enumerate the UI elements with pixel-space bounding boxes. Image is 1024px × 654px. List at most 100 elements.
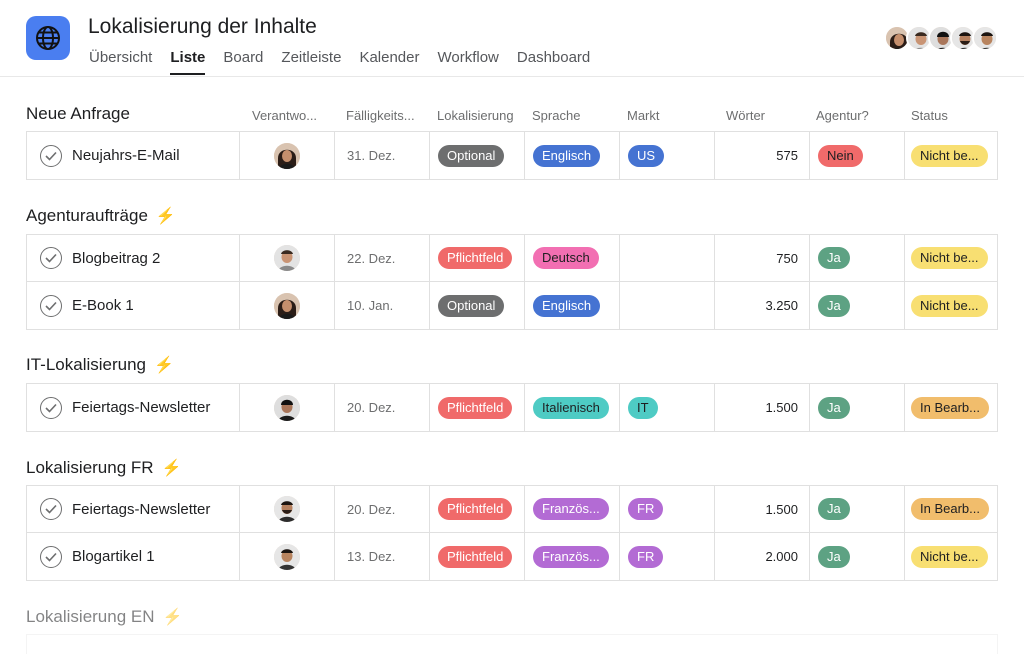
column-header-localization[interactable]: Lokalisierung	[437, 108, 514, 123]
section-title[interactable]: Lokalisierung FR ⚡	[26, 458, 181, 478]
word-count[interactable]: 2.000	[715, 533, 810, 580]
status-badge[interactable]: Nicht be...	[911, 294, 988, 317]
localization-tag[interactable]: Pflichtfeld	[438, 498, 513, 520]
language-tag[interactable]: Englisch	[533, 144, 601, 167]
task-name[interactable]: E-Book 1	[72, 297, 134, 314]
table-row[interactable]: Neujahrs-E-Mail 31. Dez. Optional Englis…	[27, 132, 997, 179]
agency-tag[interactable]: Ja	[818, 247, 850, 269]
word-count[interactable]: 1.500	[715, 384, 810, 431]
column-header-market[interactable]: Markt	[627, 108, 660, 123]
task-name[interactable]: Neujahrs-E-Mail	[72, 147, 180, 164]
member-avatar[interactable]	[928, 25, 954, 51]
table-row[interactable]: E-Book 1 10. Jan. Optional Englisch 3.25…	[27, 282, 997, 329]
tab-liste[interactable]: Liste	[170, 49, 206, 77]
agency-tag[interactable]: Ja	[818, 294, 850, 317]
word-count[interactable]: 3.250	[715, 282, 810, 329]
task-name[interactable]: Blogartikel 1	[72, 548, 155, 565]
word-count[interactable]: 750	[715, 235, 810, 281]
assignee-avatar[interactable]	[274, 394, 300, 421]
assignee-avatar[interactable]	[274, 543, 300, 570]
agency-tag[interactable]: Nein	[818, 144, 863, 167]
language-tag[interactable]: Italienisch	[533, 396, 609, 419]
complete-checkbox-icon[interactable]	[40, 247, 62, 269]
member-avatar[interactable]	[972, 25, 998, 51]
assignee-avatar[interactable]	[274, 142, 300, 169]
task-name[interactable]: Blogbeitrag 2	[72, 249, 161, 267]
view-tabs: Übersicht Liste Board Zeitleiste Kalende…	[89, 49, 608, 77]
complete-checkbox-icon[interactable]	[40, 396, 62, 419]
column-header-assignee[interactable]: Verantwo...	[252, 108, 318, 123]
section-title[interactable]: Neue Anfrage	[26, 104, 130, 124]
member-avatar[interactable]	[950, 25, 976, 51]
lightning-bolt-icon: ⚡	[162, 609, 183, 626]
due-date[interactable]: 31. Dez.	[335, 132, 430, 179]
status-badge[interactable]: Nicht be...	[911, 247, 988, 269]
agency-tag[interactable]: Ja	[818, 498, 850, 520]
complete-checkbox-icon[interactable]	[40, 498, 62, 520]
column-header-language[interactable]: Sprache	[532, 108, 581, 123]
market-tag[interactable]: FR	[628, 545, 664, 568]
complete-checkbox-icon[interactable]	[40, 545, 62, 568]
word-count[interactable]: 1.500	[715, 486, 810, 532]
status-badge[interactable]: Nicht be...	[911, 545, 988, 568]
project-members[interactable]	[884, 25, 998, 51]
tab-zeitleiste[interactable]: Zeitleiste	[281, 49, 342, 66]
status-badge[interactable]: In Bearb...	[911, 498, 989, 520]
language-tag[interactable]: Englisch	[533, 294, 601, 317]
tab-board[interactable]: Board	[223, 49, 264, 66]
table-row[interactable]: Feiertags-Newsletter 20. Dez. Pflichtfel…	[27, 384, 997, 431]
language-tag[interactable]: Deutsch	[533, 247, 599, 269]
agency-tag[interactable]: Ja	[818, 545, 850, 568]
column-header-agency[interactable]: Agentur?	[816, 108, 869, 123]
due-date[interactable]: 20. Dez.	[335, 384, 430, 431]
section-name: Neue Anfrage	[26, 104, 130, 123]
tab-dashboard[interactable]: Dashboard	[516, 49, 591, 66]
tab-kalender[interactable]: Kalender	[359, 49, 420, 66]
assignee-avatar[interactable]	[274, 496, 300, 522]
language-tag[interactable]: Französ...	[533, 545, 609, 568]
section-title[interactable]: IT-Lokalisierung ⚡	[26, 355, 174, 375]
task-name[interactable]: Feiertags-Newsletter	[72, 399, 211, 416]
task-name[interactable]: Feiertags-Newsletter	[72, 500, 211, 518]
complete-checkbox-icon[interactable]	[40, 294, 62, 317]
column-header-status[interactable]: Status	[911, 108, 948, 123]
tab-uebersicht[interactable]: Übersicht	[89, 49, 153, 66]
market-tag[interactable]: IT	[628, 396, 658, 419]
due-date[interactable]: 13. Dez.	[335, 533, 430, 580]
complete-checkbox-icon[interactable]	[40, 144, 62, 167]
market-cell-empty[interactable]	[620, 282, 715, 329]
agency-tag[interactable]: Ja	[818, 396, 850, 419]
localization-tag[interactable]: Pflichtfeld	[438, 396, 513, 419]
status-badge[interactable]: Nicht be...	[911, 144, 988, 167]
section-title[interactable]: Agenturaufträge ⚡	[26, 206, 176, 226]
localization-tag[interactable]: Optional	[438, 144, 505, 167]
word-count[interactable]: 575	[715, 132, 810, 179]
lightning-bolt-icon: ⚡	[161, 460, 182, 477]
market-cell-empty[interactable]	[620, 235, 715, 281]
localization-tag[interactable]: Optional	[438, 294, 505, 317]
globe-icon[interactable]	[26, 16, 70, 60]
due-date[interactable]: 20. Dez.	[335, 486, 430, 532]
section-name: Lokalisierung EN	[26, 607, 155, 626]
due-date[interactable]: 22. Dez.	[335, 235, 430, 281]
status-badge[interactable]: In Bearb...	[911, 396, 989, 419]
table-row[interactable]	[26, 634, 998, 654]
table-row[interactable]: Blogbeitrag 2 22. Dez. Pflichtfeld Deuts…	[27, 235, 997, 282]
assignee-avatar[interactable]	[274, 245, 300, 271]
localization-tag[interactable]: Pflichtfeld	[438, 545, 513, 568]
column-header-due-date[interactable]: Fälligkeits...	[346, 108, 415, 123]
table-row[interactable]: Feiertags-Newsletter 20. Dez. Pflichtfel…	[27, 486, 997, 533]
column-header-words[interactable]: Wörter	[726, 108, 765, 123]
table-row[interactable]: Blogartikel 1 13. Dez. Pflichtfeld Franz…	[27, 533, 997, 580]
market-tag[interactable]: US	[628, 144, 665, 167]
language-tag[interactable]: Französ...	[533, 498, 609, 520]
due-date[interactable]: 10. Jan.	[335, 282, 430, 329]
market-tag[interactable]: FR	[628, 498, 664, 520]
assignee-avatar[interactable]	[274, 292, 300, 319]
localization-tag[interactable]: Pflichtfeld	[438, 247, 513, 269]
section-task-list: Neujahrs-E-Mail 31. Dez. Optional Englis…	[26, 131, 998, 180]
member-avatar[interactable]	[884, 25, 910, 51]
section-title[interactable]: Lokalisierung EN ⚡	[26, 607, 182, 627]
section-task-list: Feiertags-Newsletter 20. Dez. Pflichtfel…	[26, 383, 998, 432]
tab-workflow[interactable]: Workflow	[437, 49, 499, 66]
